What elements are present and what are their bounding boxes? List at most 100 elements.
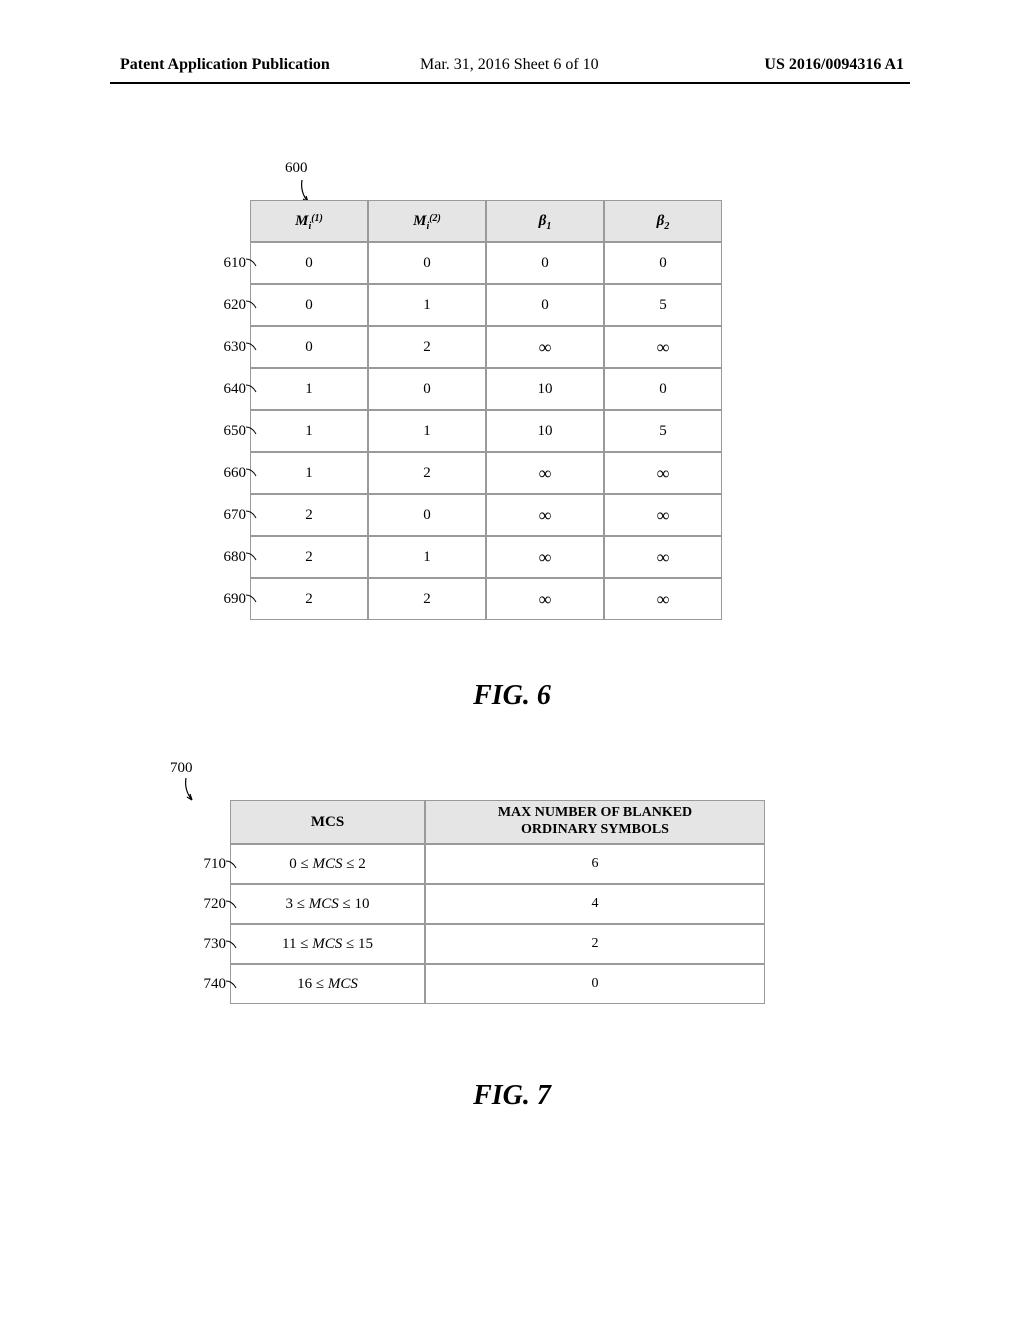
col-header-m1: Mi(1)	[250, 200, 368, 242]
table-row: 640 1 0 10 0	[190, 368, 750, 410]
cell: ∞	[604, 578, 722, 620]
header-left-text: Patent Application Publication	[120, 56, 330, 74]
table-row: 670 2 0 ∞ ∞	[190, 494, 750, 536]
col-header-mcs: MCS	[230, 800, 425, 844]
cell: 0	[250, 284, 368, 326]
connector-icon	[226, 898, 238, 910]
row-ref-label: 740	[150, 964, 230, 1004]
table-row: 660 1 2 ∞ ∞	[190, 452, 750, 494]
cell: 1	[368, 536, 486, 578]
cell: 10	[486, 368, 604, 410]
col-header-b1: β1	[486, 200, 604, 242]
page-header: Patent Application Publication Mar. 31, …	[0, 56, 1024, 80]
cell: ∞	[604, 494, 722, 536]
cell: ∞	[486, 536, 604, 578]
cell: 2	[250, 578, 368, 620]
row-ref-label: 640	[190, 368, 250, 410]
cell: 4	[425, 884, 765, 924]
col-header-max: MAX NUMBER OF BLANKEDORDINARY SYMBOLS	[425, 800, 765, 844]
figure-7: 700 MCS MAX NUMBER OF BLANKEDORDINARY SY…	[150, 800, 790, 1004]
cell: 6	[425, 844, 765, 884]
spacer	[190, 200, 250, 242]
cell: 1	[368, 410, 486, 452]
table-row: 680 2 1 ∞ ∞	[190, 536, 750, 578]
cell: ∞	[604, 452, 722, 494]
connector-icon	[246, 256, 258, 268]
table-row: 630 0 2 ∞ ∞	[190, 326, 750, 368]
cell: ∞	[486, 452, 604, 494]
row-ref-label: 650	[190, 410, 250, 452]
connector-icon	[226, 938, 238, 950]
connector-icon	[246, 340, 258, 352]
cell: ∞	[486, 578, 604, 620]
ref-label-600: 600	[285, 160, 308, 177]
table-row: 740 16 ≤ MCS 0	[150, 964, 790, 1004]
table-row: 620 0 1 0 5	[190, 284, 750, 326]
arrow-icon	[182, 776, 200, 804]
cell: 11 ≤ MCS ≤ 15	[230, 924, 425, 964]
row-ref-label: 710	[150, 844, 230, 884]
cell: 1	[368, 284, 486, 326]
cell: ∞	[486, 326, 604, 368]
connector-icon	[246, 466, 258, 478]
cell: 0	[250, 242, 368, 284]
row-ref-label: 690	[190, 578, 250, 620]
table-row: 650 1 1 10 5	[190, 410, 750, 452]
row-ref-label: 620	[190, 284, 250, 326]
cell: 5	[604, 410, 722, 452]
col-header-m2: Mi(2)	[368, 200, 486, 242]
row-ref-label: 720	[150, 884, 230, 924]
cell: ∞	[604, 536, 722, 578]
table-row: 610 0 0 0 0	[190, 242, 750, 284]
table-700: MCS MAX NUMBER OF BLANKEDORDINARY SYMBOL…	[150, 800, 790, 1004]
header-right-text: US 2016/0094316 A1	[764, 56, 904, 74]
cell: 5	[604, 284, 722, 326]
row-ref-label: 630	[190, 326, 250, 368]
figure-6-caption: FIG. 6	[0, 680, 1024, 712]
cell: 2	[368, 578, 486, 620]
cell: 0	[425, 964, 765, 1004]
cell: 0	[604, 368, 722, 410]
cell: 0	[604, 242, 722, 284]
row-ref-label: 670	[190, 494, 250, 536]
table-row: 720 3 ≤ MCS ≤ 10 4	[150, 884, 790, 924]
cell: 0	[368, 494, 486, 536]
cell: 0	[368, 242, 486, 284]
cell: 16 ≤ MCS	[230, 964, 425, 1004]
connector-icon	[246, 508, 258, 520]
figure-7-caption: FIG. 7	[0, 1080, 1024, 1112]
cell: 3 ≤ MCS ≤ 10	[230, 884, 425, 924]
connector-icon	[246, 550, 258, 562]
cell: 2	[368, 452, 486, 494]
cell: 2	[425, 924, 765, 964]
cell: 10	[486, 410, 604, 452]
cell: 2	[368, 326, 486, 368]
cell: 0	[486, 242, 604, 284]
ref-label-700: 700	[170, 760, 193, 777]
table-header-row: Mi(1) Mi(2) β1 β2	[190, 200, 750, 242]
cell: 2	[250, 494, 368, 536]
connector-icon	[246, 382, 258, 394]
connector-icon	[246, 592, 258, 604]
cell: ∞	[604, 326, 722, 368]
figure-6: 600 Mi(1) Mi(2) β1 β2 610 0 0 0 0 620 0 …	[190, 200, 750, 620]
cell: 1	[250, 368, 368, 410]
cell: 1	[250, 410, 368, 452]
cell: 0	[486, 284, 604, 326]
spacer	[150, 800, 230, 844]
table-600: Mi(1) Mi(2) β1 β2 610 0 0 0 0 620 0 1 0 …	[190, 200, 750, 620]
connector-icon	[246, 298, 258, 310]
cell: 0	[368, 368, 486, 410]
row-ref-label: 660	[190, 452, 250, 494]
row-ref-label: 730	[150, 924, 230, 964]
cell: ∞	[486, 494, 604, 536]
row-ref-label: 610	[190, 242, 250, 284]
col-header-b2: β2	[604, 200, 722, 242]
connector-icon	[246, 424, 258, 436]
connector-icon	[226, 978, 238, 990]
connector-icon	[226, 858, 238, 870]
table-row: 690 2 2 ∞ ∞	[190, 578, 750, 620]
cell: 1	[250, 452, 368, 494]
cell: 2	[250, 536, 368, 578]
table-row: 730 11 ≤ MCS ≤ 15 2	[150, 924, 790, 964]
